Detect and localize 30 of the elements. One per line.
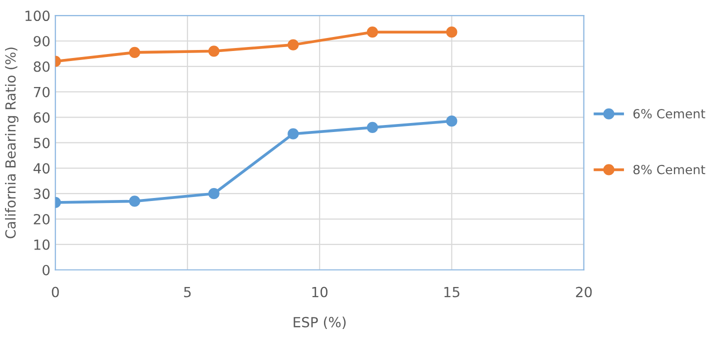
- legend-label: 8% Cement: [633, 164, 706, 174]
- point: [129, 196, 140, 207]
- point: [446, 116, 458, 127]
- y-tick-label: 50: [34, 138, 50, 148]
- x-tick-label: 10: [312, 286, 328, 298]
- point: [208, 188, 220, 200]
- x-tick-label: 15: [444, 286, 460, 298]
- y-axis-title: California Bearing Ratio (%): [4, 48, 18, 238]
- legend-label: 6% Cement: [633, 108, 706, 118]
- x-tick-label: 0: [52, 286, 59, 298]
- point: [208, 46, 220, 57]
- point: [288, 39, 299, 50]
- point: [288, 128, 299, 140]
- y-tick-label: 90: [34, 36, 50, 46]
- y-tick-label: 30: [34, 188, 50, 200]
- y-tick-label: 70: [34, 86, 50, 98]
- y-tick-label: 100: [26, 10, 50, 22]
- point: [129, 46, 140, 58]
- y-tick-label: 10: [34, 239, 50, 250]
- y-tick-label: 20: [34, 214, 50, 224]
- y-tick-label: 0: [42, 264, 50, 276]
- x-axis-title: ESP (%): [294, 316, 346, 330]
- y-tick-label: 40: [34, 163, 50, 174]
- point: [366, 122, 378, 134]
- x-tick-label: 5: [184, 286, 191, 298]
- y-tick-label: 60: [34, 112, 50, 123]
- point: [446, 26, 458, 38]
- point: [366, 26, 378, 38]
- y-tick-label: 80: [34, 61, 50, 72]
- x-tick-label: 20: [576, 286, 592, 298]
